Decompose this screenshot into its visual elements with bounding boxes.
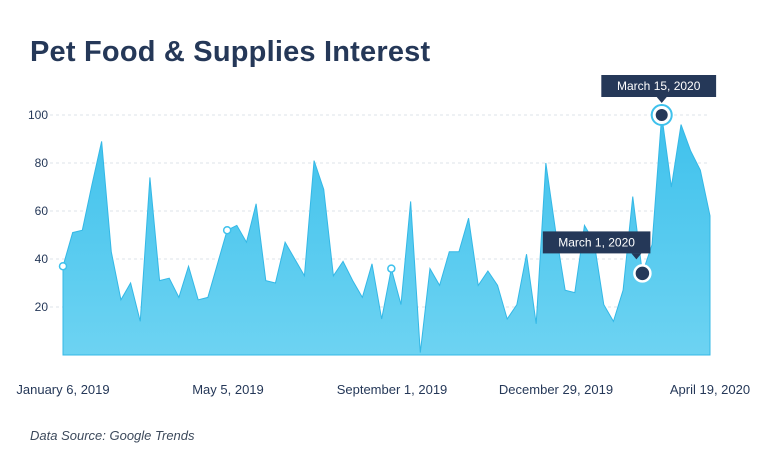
annotation-layer: March 1, 2020 March 15, 2020 <box>542 75 717 283</box>
y-axis: 20 40 60 80 100 <box>28 108 48 314</box>
y-tick-label-60: 60 <box>35 204 49 218</box>
callout-label-1: March 15, 2020 <box>617 79 701 93</box>
chart-title: Pet Food & Supplies Interest <box>30 36 431 68</box>
data-source-note: Data Source: Google Trends <box>30 428 195 443</box>
annotation-marker-0 <box>633 264 652 283</box>
x-tick-label-0: January 6, 2019 <box>16 382 109 397</box>
y-tick-label-20: 20 <box>35 300 49 314</box>
x-tick-label-4: April 19, 2020 <box>670 382 750 397</box>
annotation-0: March 1, 2020 <box>542 231 652 283</box>
y-tick-label-80: 80 <box>35 156 49 170</box>
y-tick-label-40: 40 <box>35 252 49 266</box>
data-point-marker-0 <box>58 261 68 271</box>
annotation-marker-1 <box>655 109 668 121</box>
marker-layer <box>58 225 396 273</box>
callout-pointer-1 <box>656 97 667 103</box>
callout-pointer-0 <box>631 253 642 260</box>
data-point-marker-1 <box>222 225 232 235</box>
x-axis: January 6, 2019 May 5, 2019 September 1, 2… <box>16 382 750 397</box>
data-point-marker-2 <box>387 264 396 273</box>
callout-label-0: March 1, 2020 <box>558 235 635 249</box>
y-tick-label-100: 100 <box>28 108 48 122</box>
x-tick-label-3: December 29, 2019 <box>499 382 613 397</box>
callout-box-1 <box>601 75 717 97</box>
callout-box-0 <box>542 231 651 254</box>
x-tick-label-1: May 5, 2019 <box>192 382 264 397</box>
x-tick-label-2: September 1, 2019 <box>337 382 448 397</box>
annotation-1: March 15, 2020 <box>601 75 717 126</box>
